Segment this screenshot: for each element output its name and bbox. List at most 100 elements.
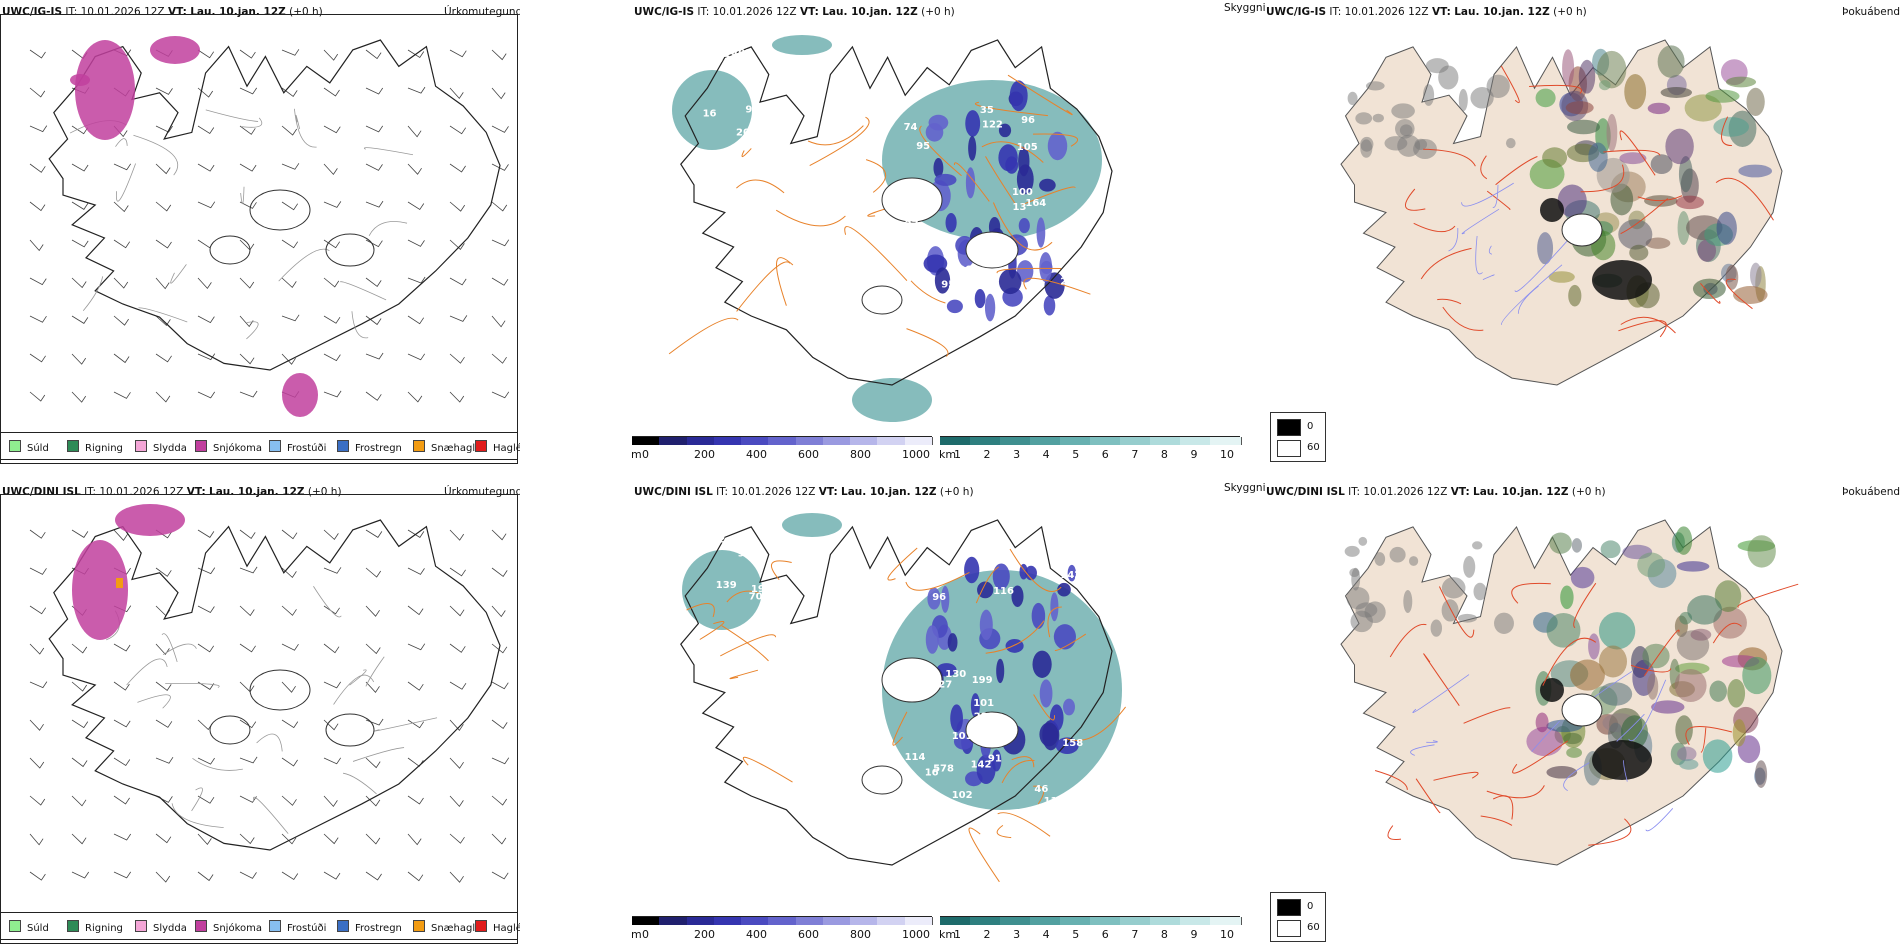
panel-header: UWC/IG-IS IT: 10.01.2026 12Z VT: Lau. 10… — [2, 6, 323, 18]
colorbar-tick: 2 — [983, 448, 991, 461]
legend-label: Haglél — [493, 443, 520, 454]
wind-barb — [491, 391, 510, 399]
wind-barb — [323, 277, 340, 288]
colorbar-segment — [970, 917, 1002, 925]
road — [1715, 177, 1774, 221]
precip-panel-row2: UWC/DINI ISL IT: 10.01.2026 12Z VT: Lau.… — [0, 480, 520, 950]
wind-barb — [491, 605, 506, 618]
road — [686, 603, 715, 618]
colorbar-segment — [1030, 437, 1062, 445]
fog-area — [1727, 678, 1746, 708]
legend-label: Snjókoma — [213, 443, 263, 454]
legend-label: Rigning — [85, 443, 123, 454]
road — [342, 772, 377, 795]
wind-barb — [323, 795, 338, 808]
wind-barb — [323, 719, 339, 731]
wind-barb — [407, 605, 424, 616]
panel-title: Skyggni — [1224, 2, 1266, 14]
river — [1412, 674, 1470, 713]
colorbar-unit: km — [939, 448, 957, 461]
fog-area — [1365, 81, 1385, 91]
cloud-base-area — [946, 299, 963, 314]
cloud-base-label: 142 — [971, 760, 992, 771]
wind-barb — [29, 719, 44, 731]
wind-barb — [29, 87, 46, 98]
fog-area — [1750, 262, 1762, 288]
legend-swatch — [195, 920, 207, 932]
snow-area — [75, 40, 135, 140]
colorbar-tick: 400 — [746, 928, 767, 941]
road — [953, 162, 990, 202]
glacier-outline — [209, 235, 251, 265]
colorbar-segment — [1060, 437, 1092, 445]
fog-area — [1657, 45, 1685, 78]
wind-barb — [449, 719, 464, 731]
fog-area — [1470, 87, 1494, 109]
wind-barb — [449, 757, 464, 769]
fog-legend-label: 60 — [1307, 922, 1320, 933]
road — [1433, 771, 1479, 781]
river — [1563, 762, 1590, 791]
colorbar-unit: m — [632, 448, 642, 461]
wind-barb — [113, 795, 130, 805]
wind-barb — [239, 871, 257, 879]
glacier-outline — [881, 657, 943, 703]
road — [985, 620, 1045, 654]
cloud-base-area — [1043, 295, 1056, 316]
river — [1461, 182, 1514, 207]
wind-barb — [323, 163, 338, 176]
snow-pellet-area — [116, 578, 123, 588]
colorbar-segment — [904, 437, 934, 445]
colorbar-segment — [1180, 437, 1212, 445]
fog-area — [1347, 91, 1358, 106]
wind-barb — [155, 125, 173, 133]
wind-barb — [197, 795, 215, 804]
fog-area — [1705, 89, 1740, 103]
fog-area — [1540, 198, 1564, 222]
road — [1387, 825, 1402, 841]
cloud-base-colorbar: m 0 200 400 600 800 1000 — [632, 916, 934, 943]
wind-barb — [155, 681, 172, 691]
legend-item-súld: Súld — [9, 920, 49, 934]
wind-barb — [449, 605, 465, 617]
fog-area — [1660, 87, 1693, 98]
wind-barb — [281, 833, 297, 845]
road — [1011, 756, 1035, 768]
wind-barb — [281, 757, 298, 767]
cloud-base-label: 74 — [904, 122, 918, 133]
fog-area — [1642, 643, 1670, 669]
colorbar-segment — [1060, 917, 1092, 925]
cloud-base-label: 205 — [1060, 277, 1081, 288]
wind-barb — [407, 276, 426, 284]
wind-barb — [365, 163, 383, 171]
wind-barb — [449, 239, 465, 251]
fog-map-row1 — [1340, 39, 1783, 386]
road — [1495, 156, 1538, 186]
wind-barb — [365, 681, 380, 693]
wind-barb — [449, 125, 467, 135]
cloud-base-area — [1019, 563, 1028, 580]
road — [1603, 149, 1661, 156]
wind-barb — [281, 239, 299, 249]
wind-barb — [365, 391, 382, 401]
wind-barb — [281, 125, 298, 136]
colorbar-segment — [1030, 917, 1062, 925]
wind-barb — [491, 201, 508, 212]
cloud-base-area — [976, 754, 996, 784]
cloud-base-area — [1063, 698, 1075, 716]
rivers — [1448, 182, 1569, 325]
cloud-base-label: 96 — [1021, 115, 1035, 126]
road — [1512, 740, 1569, 774]
road — [1619, 130, 1656, 176]
wind-barb — [155, 719, 173, 728]
wind-barb — [239, 239, 255, 251]
wind-barb — [239, 719, 257, 729]
fog-area — [1472, 541, 1483, 550]
fog-area — [1675, 195, 1705, 210]
wind-barb — [323, 529, 339, 541]
fog-legend-swatch — [1277, 920, 1301, 937]
road — [205, 109, 259, 122]
road — [992, 202, 1053, 251]
road — [1374, 770, 1408, 790]
model-name: UWC/IG-IS — [2, 6, 63, 18]
